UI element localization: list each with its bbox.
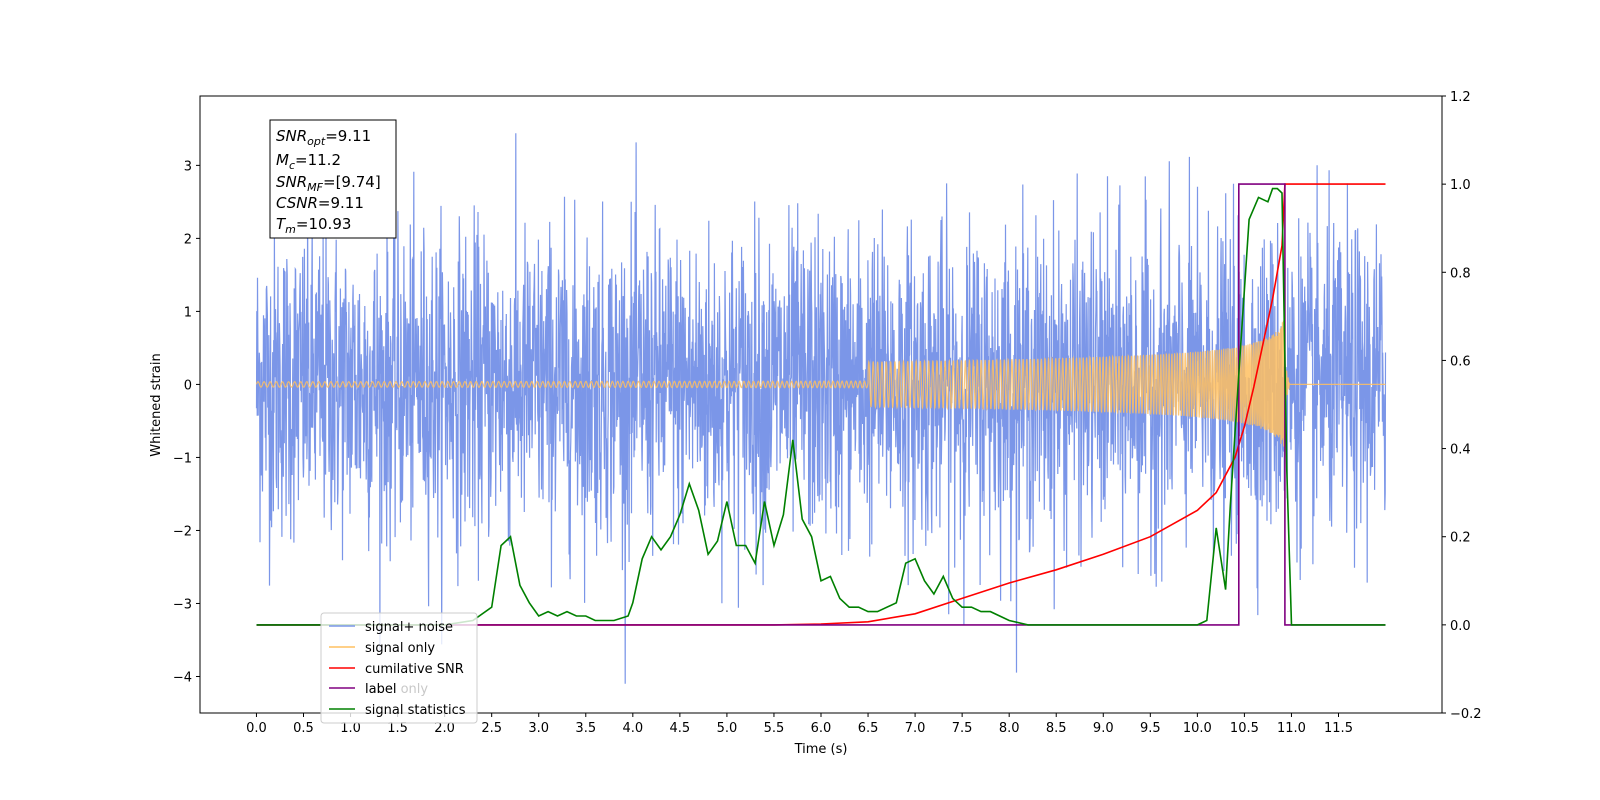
- x-tick-label: 5.5: [764, 721, 785, 736]
- y2-tick-label: 0.2: [1450, 531, 1471, 546]
- x-tick-label: 2.0: [434, 721, 455, 736]
- series-signal-statistics: [256, 187, 1386, 626]
- x-tick-label: 4.0: [622, 721, 643, 736]
- x-tick-label: 10.5: [1230, 721, 1259, 736]
- y-axis-label: Whitened strain: [149, 353, 164, 456]
- y2-tick-label: −0.2: [1450, 707, 1482, 722]
- legend-label-label: label: [365, 682, 396, 697]
- stats-annotation-box: SNRopt=9.11 Mc=11.2 SNRMF=[9.74] CSNR=9.…: [269, 119, 397, 239]
- annotation-snr-opt: SNRopt=9.11: [276, 127, 371, 148]
- legend: signal+ noise signal only cumilative SNR…: [320, 612, 478, 724]
- x-tick-label: 11.0: [1277, 721, 1306, 736]
- legend-label-signal-noise: signal+ noise: [365, 620, 453, 635]
- x-tick-label: 11.5: [1324, 721, 1353, 736]
- x-tick-label: 3.0: [528, 721, 549, 736]
- y2-tick-label: 0.4: [1450, 443, 1471, 458]
- y-tick-label: 2: [184, 232, 192, 247]
- y2-tick-label: 1.2: [1450, 90, 1471, 105]
- annotation-mc: Mc=11.2: [276, 151, 341, 172]
- y-tick-label: 0: [184, 378, 192, 393]
- y2-tick-label: 0.6: [1450, 354, 1471, 369]
- x-tick-label: 0.5: [293, 721, 314, 736]
- annotation-csnr: CSNR=9.11: [276, 194, 364, 212]
- x-tick-label: 10.0: [1183, 721, 1212, 736]
- x-tick-label: 9.5: [1140, 721, 1161, 736]
- legend-label-signal-only: signal only: [365, 641, 435, 656]
- y-axis-right: 1.2 1.0 0.8 0.6 0.4 0.2 0.0 −0.2: [1442, 90, 1482, 722]
- y2-tick-label: 1.0: [1450, 178, 1471, 193]
- legend-label-cumulative-snr: cumilative SNR: [365, 662, 464, 677]
- x-axis: 0.0 0.5 1.0 1.5 2.0 2.5 3.0 3.5 4.0 4.5 5.0 5.5 6.0 6…: [246, 713, 1353, 736]
- series-signal-noise: [255, 133, 1387, 684]
- x-tick-label: 5.0: [717, 721, 738, 736]
- y-tick-label: −4: [173, 670, 192, 685]
- y-tick-label: −3: [173, 597, 192, 612]
- y-tick-label: −2: [173, 524, 192, 539]
- x-tick-label: 9.0: [1093, 721, 1114, 736]
- x-tick-label: 1.0: [340, 721, 361, 736]
- x-tick-label: 2.5: [481, 721, 502, 736]
- plot-layer: [255, 133, 1387, 684]
- x-tick-label: 8.0: [999, 721, 1020, 736]
- annotation-snr-mf: SNRMF=[9.74]: [276, 173, 381, 194]
- x-tick-label: 3.5: [575, 721, 596, 736]
- x-tick-label: 6.0: [811, 721, 832, 736]
- legend-label-label-only: label only: [365, 682, 428, 697]
- annotation-tm: Tm=10.93: [276, 215, 351, 236]
- x-tick-label: 7.5: [952, 721, 973, 736]
- x-tick-label: 7.0: [905, 721, 926, 736]
- legend-label-signal-statistics: signal statistics: [365, 703, 466, 718]
- series-signal-only: [255, 320, 1386, 451]
- x-tick-label: 4.5: [670, 721, 691, 736]
- series-cumulative-snr: [256, 183, 1386, 626]
- x-tick-label: 6.5: [858, 721, 879, 736]
- y-tick-label: 1: [184, 305, 192, 320]
- y-tick-label: −1: [173, 451, 192, 466]
- y-tick-label: 3: [184, 159, 192, 174]
- x-axis-label: Time (s): [794, 742, 848, 757]
- y-axis-left: 3 2 1 0 −1 −2 −3 −4: [173, 159, 200, 685]
- x-tick-label: 0.0: [246, 721, 267, 736]
- x-tick-label: 8.5: [1046, 721, 1067, 736]
- y2-tick-label: 0.0: [1450, 619, 1471, 634]
- y2-tick-label: 0.8: [1450, 266, 1471, 281]
- x-tick-label: 1.5: [387, 721, 408, 736]
